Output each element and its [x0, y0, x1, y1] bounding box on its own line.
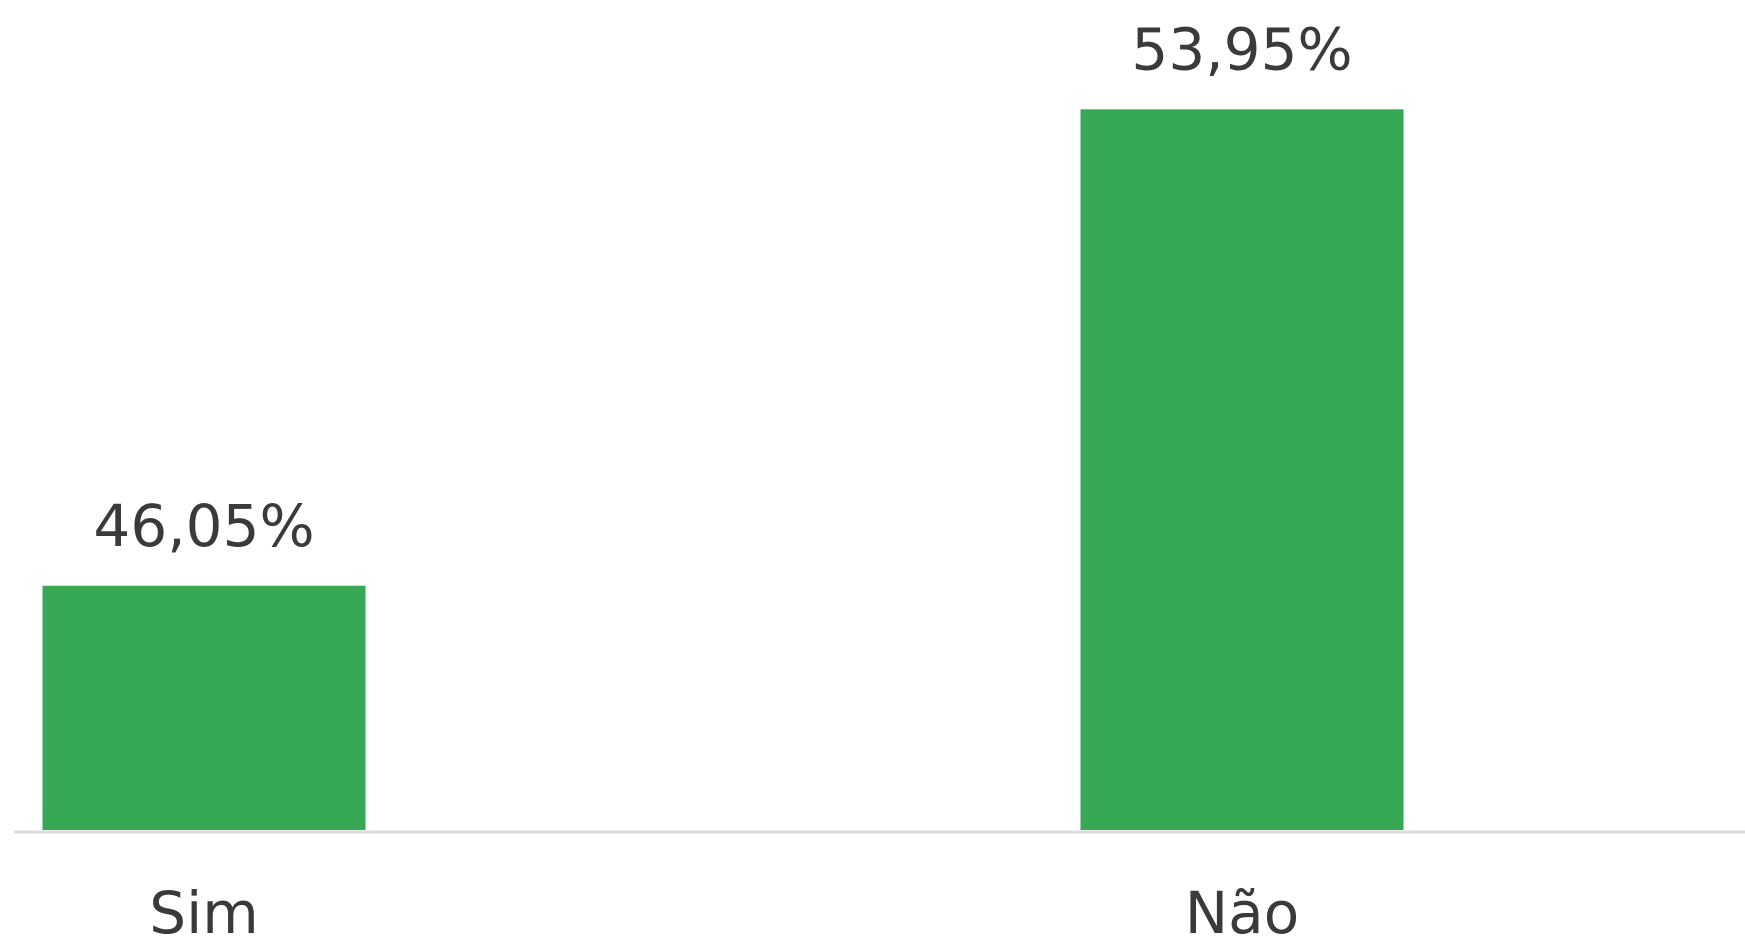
- x-tick-label: Sim: [149, 879, 258, 941]
- bar: [42, 585, 366, 830]
- data-label: 53,95%: [1131, 15, 1352, 83]
- data-label: 46,05%: [93, 492, 314, 560]
- bar: [1080, 109, 1404, 831]
- x-tick-label: Não: [1185, 879, 1299, 941]
